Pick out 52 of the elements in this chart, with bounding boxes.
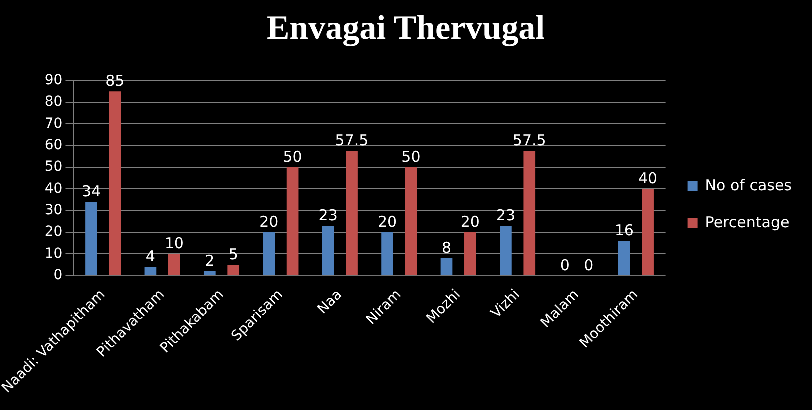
y-tick-label: 0 — [54, 268, 63, 284]
data-label: 20 — [378, 212, 398, 231]
data-label: 16 — [614, 222, 634, 240]
data-label: 0 — [560, 256, 570, 274]
y-tick-label: 70 — [44, 116, 63, 132]
data-label: 50 — [283, 148, 302, 166]
data-label: 20 — [460, 212, 480, 231]
data-label: 85 — [106, 72, 125, 90]
bar — [286, 168, 299, 276]
bar — [228, 265, 240, 276]
legend-label: No of cases — [705, 176, 792, 194]
legend-label: Percentage — [705, 213, 790, 232]
bar — [322, 226, 334, 276]
y-tick-label: 60 — [44, 137, 63, 154]
data-label: 4 — [146, 248, 156, 266]
y-tick-label: 30 — [44, 202, 63, 218]
bar — [405, 168, 418, 276]
chart-title: Envagai Thervugal — [266, 10, 546, 48]
data-label: 0 — [584, 256, 594, 274]
bar — [109, 92, 122, 276]
y-tick-label: 10 — [44, 246, 63, 262]
data-label: 5 — [228, 245, 238, 264]
data-label: 8 — [442, 238, 452, 257]
data-label: 23 — [496, 206, 516, 224]
bar — [168, 254, 180, 276]
data-label: 10 — [164, 234, 184, 253]
data-label: 40 — [638, 170, 658, 188]
bar — [642, 189, 654, 276]
y-tick-label: 40 — [44, 180, 63, 197]
data-label: 34 — [82, 182, 102, 201]
bar — [440, 258, 453, 276]
bar — [524, 151, 536, 276]
y-tick-label: 90 — [44, 72, 63, 88]
bar — [346, 151, 358, 276]
bar — [86, 202, 98, 276]
data-label: 50 — [402, 148, 421, 166]
y-tick-label: 80 — [44, 94, 63, 110]
bar — [204, 272, 216, 276]
data-label: 57.5 — [335, 132, 369, 150]
bar — [382, 232, 394, 276]
data-label: 2 — [205, 252, 215, 270]
bar — [500, 226, 512, 276]
x-tick-label: Naa — [314, 286, 346, 318]
y-tick-label: 20 — [44, 224, 63, 240]
y-tick-label: 50 — [44, 159, 63, 176]
bar — [144, 267, 157, 276]
bar — [464, 232, 476, 276]
data-label: 57.5 — [512, 132, 546, 150]
bar — [263, 232, 276, 276]
bar — [618, 241, 630, 276]
data-label: 23 — [318, 206, 338, 224]
data-label: 20 — [260, 212, 279, 231]
